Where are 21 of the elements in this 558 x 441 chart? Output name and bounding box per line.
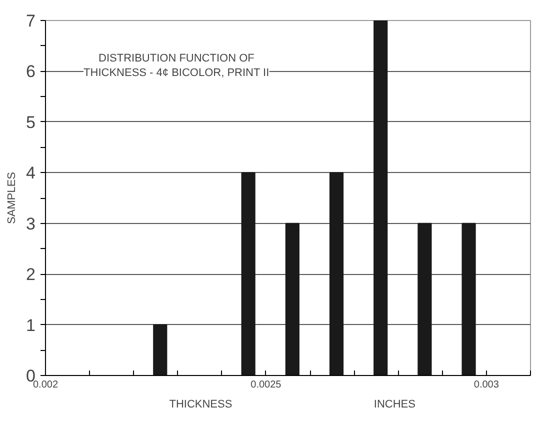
y-tick-label: 3	[26, 214, 36, 234]
y-tick-label: 6	[26, 62, 36, 82]
bar	[241, 172, 256, 376]
y-axis-title: SAMPLES	[6, 172, 18, 224]
x-tick-label: 0.003	[474, 380, 500, 390]
bar	[153, 324, 168, 376]
text: INCHES	[374, 398, 416, 410]
y-tick-label: 2	[26, 265, 36, 284]
y-tick-label: 1	[26, 316, 36, 335]
bar	[329, 172, 344, 376]
text: DISTRIBUTION FUNCTION OF THICKNESS - 4¢ BICOLOR, PRINT II	[84, 52, 270, 79]
bar	[462, 222, 476, 376]
bar	[285, 222, 300, 376]
y-tick-label: 5	[26, 112, 36, 132]
y-tick-label: 7	[26, 12, 36, 30]
bar	[374, 20, 388, 376]
y-tick-label: 4	[26, 164, 36, 183]
bar	[418, 222, 432, 376]
x-tick-label: 0.0025	[250, 380, 282, 390]
x-axis-title: THICKNESS	[169, 398, 232, 410]
x-tick-label: 0.002	[32, 380, 58, 390]
